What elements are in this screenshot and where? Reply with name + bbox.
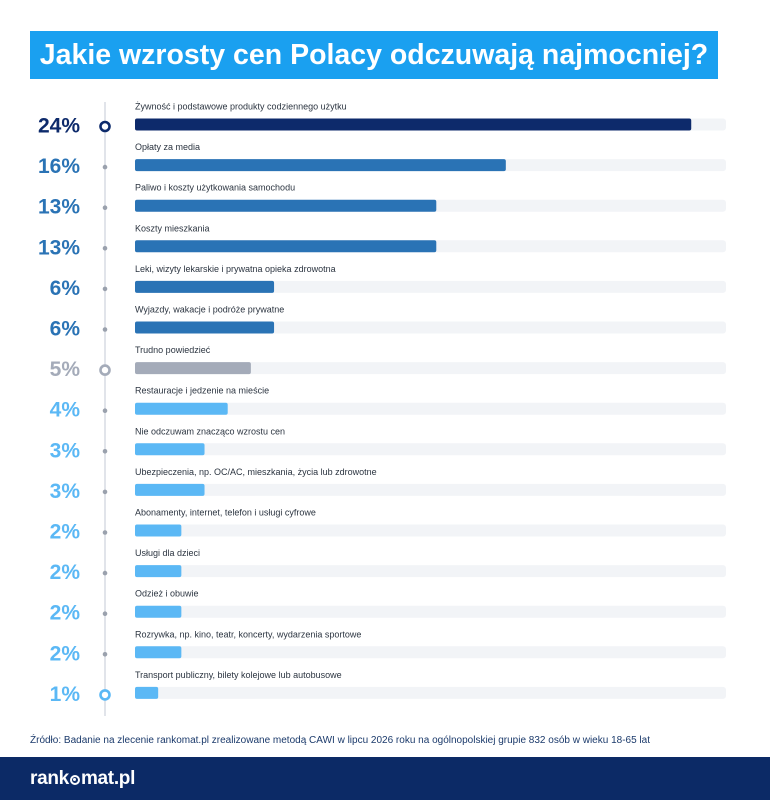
timeline-marker-ring	[99, 364, 111, 376]
category-label: Odzież i obuwie	[135, 589, 199, 599]
timeline-marker-dot	[102, 327, 108, 332]
chart-svg: Żywność i podstawowe produkty codzienneg…	[38, 102, 726, 716]
value-label: 3%	[50, 480, 81, 503]
bar	[135, 199, 437, 212]
timeline-marker-dot	[102, 652, 108, 657]
value-label: 2%	[50, 642, 81, 665]
timeline-marker-dot	[102, 164, 108, 170]
bar	[135, 321, 275, 334]
bar	[135, 280, 275, 293]
value-label: 6%	[50, 318, 81, 341]
value-label: 2%	[50, 521, 81, 544]
category-label: Paliwo i koszty użytkowania samochodu	[135, 183, 295, 193]
logo-text-end: mat.pl	[80, 768, 136, 789]
timeline-marker-ring	[99, 689, 111, 701]
category-label: Restauracje i jedzenie na mieście	[135, 386, 269, 396]
logo-text-start: rank	[30, 768, 69, 789]
bar-track	[135, 483, 726, 496]
category-label: Leki, wizyty lekarskie i prywatna opieka…	[135, 264, 336, 274]
bar	[135, 362, 251, 375]
timeline-marker-dot	[102, 530, 108, 535]
source-note: Źródło: Badanie na zlecenie rankomat.pl …	[30, 735, 650, 746]
category-label: Rozrywka, np. kino, teatr, koncerty, wyd…	[135, 629, 361, 639]
value-label: 13%	[38, 236, 80, 259]
value-label: 16%	[38, 155, 80, 178]
bar-track	[135, 402, 726, 415]
timeline-marker-dot	[102, 408, 108, 414]
footer-bar: rank mat.pl	[0, 757, 770, 800]
title-banner: Jakie wzrosty cen Polacy odczuwają najmo…	[30, 31, 718, 79]
category-label: Opłaty za media	[135, 142, 200, 152]
bar-track	[135, 605, 726, 618]
bar-chart: Żywność i podstawowe produkty codzienneg…	[38, 102, 726, 716]
bar-track	[135, 646, 726, 659]
value-label: 5%	[50, 358, 81, 381]
timeline-marker-dot	[102, 205, 108, 210]
bar	[135, 402, 228, 415]
bar-track	[135, 686, 726, 699]
timeline-marker-dot	[102, 570, 108, 576]
bar-track	[135, 443, 726, 456]
bar	[135, 118, 692, 131]
category-label: Transport publiczny, bilety kolejowe lub…	[135, 670, 342, 680]
category-label: Trudno powiedzieć	[135, 345, 211, 355]
bar-track	[135, 321, 726, 334]
bar	[135, 686, 159, 699]
category-label: Nie odczuwam znacząco wzrostu cen	[135, 426, 285, 436]
timeline-marker-dot	[102, 246, 108, 251]
value-label: 4%	[50, 399, 81, 422]
timeline-marker-dot	[102, 489, 108, 495]
bar-track	[135, 280, 726, 293]
bar	[135, 646, 182, 659]
bar	[135, 524, 182, 537]
bar	[135, 605, 182, 618]
value-label: 2%	[50, 561, 81, 584]
value-label: 13%	[38, 196, 80, 219]
bar	[135, 159, 506, 172]
chart-title: Jakie wzrosty cen Polacy odczuwają najmo…	[39, 39, 709, 71]
category-label: Wyjazdy, wakacje i podróże prywatne	[135, 305, 284, 315]
value-label: 3%	[50, 439, 81, 462]
bar	[135, 443, 205, 456]
bar	[135, 240, 437, 253]
timeline-marker-dot	[102, 611, 108, 616]
bar	[135, 565, 182, 578]
timeline-marker-dot	[102, 286, 108, 292]
bar-track	[135, 524, 726, 537]
timeline-marker-dot	[102, 449, 108, 454]
logo-o-icon	[69, 775, 80, 785]
value-label: 6%	[50, 277, 81, 300]
category-label: Usługi dla dzieci	[135, 548, 200, 558]
value-label: 24%	[38, 115, 80, 138]
bar	[135, 483, 205, 496]
timeline-marker-ring	[99, 120, 111, 133]
category-label: Żywność i podstawowe produkty codzienneg…	[135, 102, 347, 112]
bar-track	[135, 565, 726, 578]
category-label: Abonamenty, internet, telefon i usługi c…	[135, 508, 316, 518]
value-label: 1%	[50, 683, 81, 706]
rankomat-logo[interactable]: rank mat.pl	[30, 768, 135, 790]
bar-track	[135, 362, 726, 375]
category-label: Ubezpieczenia, np. OC/AC, mieszkania, ży…	[135, 467, 377, 477]
value-label: 2%	[50, 602, 81, 625]
category-label: Koszty mieszkania	[135, 223, 210, 233]
